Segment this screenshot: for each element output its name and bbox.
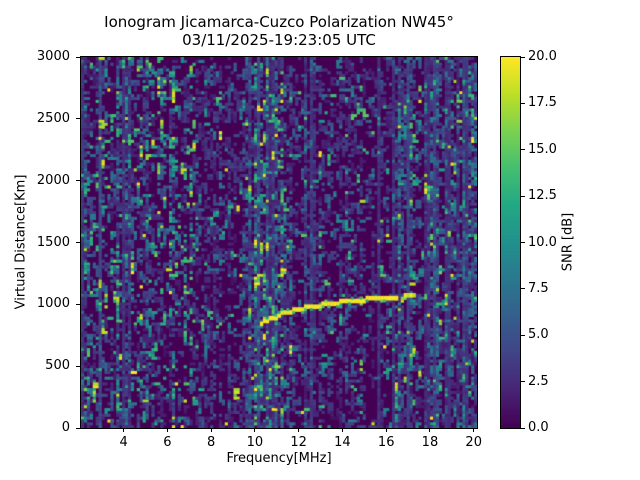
x-tick-label: 12 [290,435,307,450]
y-tick-mark [76,118,80,120]
x-tick-mark [166,428,168,432]
colorbar-tick-label: 17.5 [528,95,557,111]
y-tick-mark [76,242,80,243]
y-tick-label: 2500 [36,110,70,126]
colorbar-tick-mark [521,427,525,429]
y-tick-label: 1500 [36,234,70,250]
plot-frame [80,56,478,429]
colorbar-tick-mark [521,334,525,336]
colorbar-tick-mark [521,56,525,58]
colorbar-tick-mark [521,381,525,383]
colorbar-tick-label: 15.0 [528,141,557,157]
colorbar-tick-mark [521,242,525,243]
x-tick-label: 4 [119,435,128,450]
y-tick-mark [76,56,80,58]
y-tick-mark [76,365,80,367]
x-tick-label: 8 [207,435,216,450]
x-tick-label: 10 [246,435,264,450]
chart-timestamp: 03/11/2025-19:23:05 UTC [182,31,376,49]
x-tick-mark [123,428,125,432]
y-tick-mark [76,427,80,429]
colorbar-gradient [501,57,520,428]
colorbar-tick-mark [521,149,525,151]
colorbar-label: SNR [dB] [560,212,576,272]
x-tick-mark [298,428,300,432]
x-tick-mark [385,428,387,432]
y-tick-label: 500 [45,358,70,374]
chart-title-block: Ionogram Jicamarca-Cuzco Polarization NW… [81,13,477,49]
x-tick-mark [254,428,256,432]
x-tick-mark [210,428,212,432]
x-tick-mark [429,428,431,432]
y-tick-mark [76,303,80,305]
x-tick-label: 16 [377,435,395,450]
colorbar-tick-label: 5.0 [528,327,549,343]
ionogram-heatmap [81,57,477,428]
x-tick-mark [341,428,343,432]
colorbar-frame [500,56,521,429]
colorbar-tick-label: 0.0 [528,420,549,435]
colorbar-tick-mark [521,195,525,197]
x-tick-label: 6 [163,435,172,450]
colorbar-tick-label: 2.5 [528,373,549,389]
y-tick-label: 0 [61,420,70,435]
colorbar-tick-label: 20.0 [528,49,557,64]
colorbar-tick-mark [521,288,525,290]
x-tick-mark [473,428,475,432]
colorbar-tick-label: 10.0 [528,234,557,250]
y-tick-label: 2000 [36,172,70,188]
y-tick-mark [76,180,80,182]
x-tick-label: 20 [465,435,482,450]
x-axis-label: Frequency[MHz] [226,451,332,466]
colorbar-tick-label: 12.5 [528,188,557,204]
y-tick-label: 1000 [36,296,70,312]
x-tick-label: 18 [421,435,439,450]
chart-title: Ionogram Jicamarca-Cuzco Polarization NW… [104,13,454,31]
x-tick-label: 14 [334,435,351,450]
y-tick-label: 3000 [36,49,70,64]
colorbar-tick-label: 7.5 [528,280,549,296]
colorbar-tick-mark [521,102,525,104]
